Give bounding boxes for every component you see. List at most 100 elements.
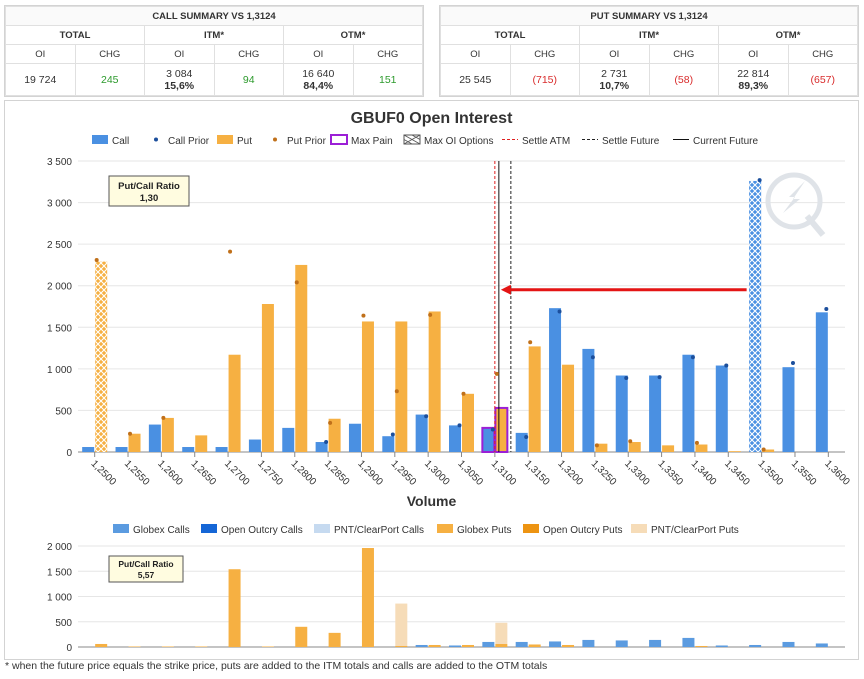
call-total-chg: 245 bbox=[74, 63, 145, 96]
call-otm-chg: 151 bbox=[352, 63, 423, 96]
oi-call-bar bbox=[382, 436, 395, 452]
oi-put-bar bbox=[195, 435, 208, 452]
call-col-oi: OI bbox=[144, 44, 215, 64]
oi-call-bar-hatch bbox=[749, 180, 762, 452]
legend-swatch-globex-puts bbox=[437, 524, 453, 533]
chart-svg: 0 500 1 000 1 500 2 000 2 500 3 000 3 500 1,2500… bbox=[47, 110, 852, 654]
chart-panel: 0 500 1 000 1 500 2 000 2 500 3 000 3 500 1,2500… bbox=[4, 100, 859, 660]
vol-y-tick-label: 0 bbox=[66, 643, 72, 654]
legend-label: PNT/ClearPort Calls bbox=[334, 525, 424, 536]
oi-put-prior-point bbox=[628, 439, 633, 444]
call-col-chg: CHG bbox=[74, 44, 145, 64]
vol-put-bar bbox=[495, 643, 508, 647]
vol-put-bar bbox=[562, 644, 575, 647]
oi-put-bar bbox=[628, 442, 641, 452]
legend-swatch-pnt-clearport-puts bbox=[631, 524, 647, 533]
oi-call-prior-point bbox=[690, 355, 695, 360]
oi-y-tick-label: 1 500 bbox=[47, 323, 72, 334]
legend-label: Globex Calls bbox=[133, 525, 190, 536]
put-summary-panel: PUT SUMMARY VS 1,3124 TOTAL ITM* OTM* OI… bbox=[439, 5, 859, 97]
vol-put-bar bbox=[361, 548, 374, 647]
oi-y-tick-label: 3 000 bbox=[47, 199, 72, 210]
oi-call-bar bbox=[182, 447, 195, 452]
legend-label: Call Prior bbox=[168, 136, 210, 147]
vol-put-bar bbox=[495, 622, 508, 644]
oi-call-bar bbox=[282, 427, 295, 452]
oi-call-bar bbox=[449, 425, 461, 452]
max-pain-arrow-head bbox=[500, 284, 511, 295]
vol-ratio-label: Put/Call Ratio bbox=[118, 559, 173, 569]
vol-put-bar bbox=[428, 644, 441, 647]
legend-label: Settle ATM bbox=[522, 136, 570, 147]
volume-put-call-ratio-box: Put/Call Ratio 5,57 bbox=[108, 555, 184, 583]
oi-put-bar bbox=[562, 364, 575, 452]
legend-swatch-put-prior bbox=[273, 137, 277, 142]
oi-put-bar bbox=[328, 418, 341, 452]
vol-call-bar bbox=[782, 641, 795, 647]
put-total-chg: (715) bbox=[509, 63, 580, 96]
oi-call-prior-point bbox=[524, 435, 529, 440]
legend-label: Globex Puts bbox=[457, 525, 511, 536]
oi-x-tick-label: 1,2500 bbox=[89, 458, 119, 488]
oi-call-bar bbox=[248, 439, 261, 452]
put-group-otm: OTM* bbox=[718, 25, 858, 45]
put-otm-pct: 89,3% bbox=[738, 79, 769, 92]
oi-put-prior-point bbox=[428, 312, 433, 317]
oi-y-tick-label: 2 000 bbox=[47, 282, 72, 293]
oi-x-tick-label: 1,3150 bbox=[522, 458, 552, 488]
legend-label: Put Prior bbox=[287, 136, 327, 147]
oi-put-bar bbox=[595, 443, 608, 452]
volume-chart-title: Volume bbox=[407, 493, 457, 509]
oi-call-prior-point bbox=[724, 363, 729, 368]
oi-put-bar bbox=[462, 393, 474, 452]
call-itm-chg: 94 bbox=[213, 63, 284, 96]
legend-swatch-open-outcry-calls bbox=[201, 524, 217, 533]
put-otm-oi: 22 814 bbox=[737, 67, 770, 80]
oi-put-prior-point bbox=[361, 313, 366, 318]
oi-call-bar bbox=[615, 375, 628, 452]
oi-put-bar bbox=[528, 346, 541, 452]
oi-x-tick-label: 1,2800 bbox=[289, 458, 319, 488]
oi-put-bar-hatch bbox=[95, 261, 108, 452]
footnote: * when the future price equals the strik… bbox=[5, 660, 548, 672]
legend-label: Open Outcry Calls bbox=[221, 525, 303, 536]
oi-x-tick-label: 1,3300 bbox=[622, 458, 652, 488]
oi-x-tick-label: 1,3250 bbox=[589, 458, 619, 488]
put-summary-table: PUT SUMMARY VS 1,3124 TOTAL ITM* OTM* OI… bbox=[440, 6, 858, 96]
put-otm-chg: (657) bbox=[787, 63, 858, 96]
oi-put-bar bbox=[494, 406, 509, 454]
oi-put-prior-point bbox=[528, 340, 533, 345]
vol-call-bar bbox=[815, 643, 828, 647]
oi-x-tick-label: 1,2900 bbox=[355, 458, 385, 488]
oi-call-bar bbox=[82, 447, 95, 452]
oi-y-tick-label: 500 bbox=[55, 406, 72, 417]
oi-x-tick-label: 1,3000 bbox=[422, 458, 452, 488]
call-col-chg: CHG bbox=[352, 44, 423, 64]
oi-chart-title: GBUF0 Open Interest bbox=[351, 110, 513, 127]
call-itm-oi-cell: 3 084 15,6% bbox=[144, 63, 215, 96]
oi-x-tick-label: 1,2550 bbox=[122, 458, 152, 488]
oi-x-tick-label: 1,2950 bbox=[389, 458, 419, 488]
legend-label: Open Outcry Puts bbox=[543, 525, 622, 536]
vol-put-bar bbox=[261, 646, 274, 647]
legend-label: Settle Future bbox=[602, 136, 660, 147]
vol-put-bar bbox=[328, 632, 341, 647]
oi-call-prior-point bbox=[624, 376, 629, 381]
vol-y-tick-label: 1 000 bbox=[47, 593, 72, 604]
put-itm-chg: (58) bbox=[648, 63, 719, 96]
put-itm-oi: 2 731 bbox=[601, 67, 628, 80]
oi-ratio-value: 1,30 bbox=[140, 193, 159, 204]
oi-put-bar bbox=[428, 311, 441, 452]
oi-call-bar bbox=[582, 348, 595, 452]
oi-call-prior-point bbox=[457, 423, 462, 428]
oi-call-bar bbox=[815, 312, 828, 452]
oi-put-prior-point bbox=[461, 391, 466, 396]
legend-label: Max OI Options bbox=[424, 136, 493, 147]
call-itm-pct: 15,6% bbox=[164, 79, 195, 92]
oi-y-tick-label: 2 500 bbox=[47, 240, 72, 251]
oi-call-bar bbox=[415, 414, 428, 452]
oi-put-prior-point bbox=[94, 257, 99, 262]
call-total-oi: 19 724 bbox=[5, 63, 76, 96]
legend-swatch-max-oi-hatch bbox=[403, 134, 421, 145]
legend-label: Current Future bbox=[693, 136, 758, 147]
